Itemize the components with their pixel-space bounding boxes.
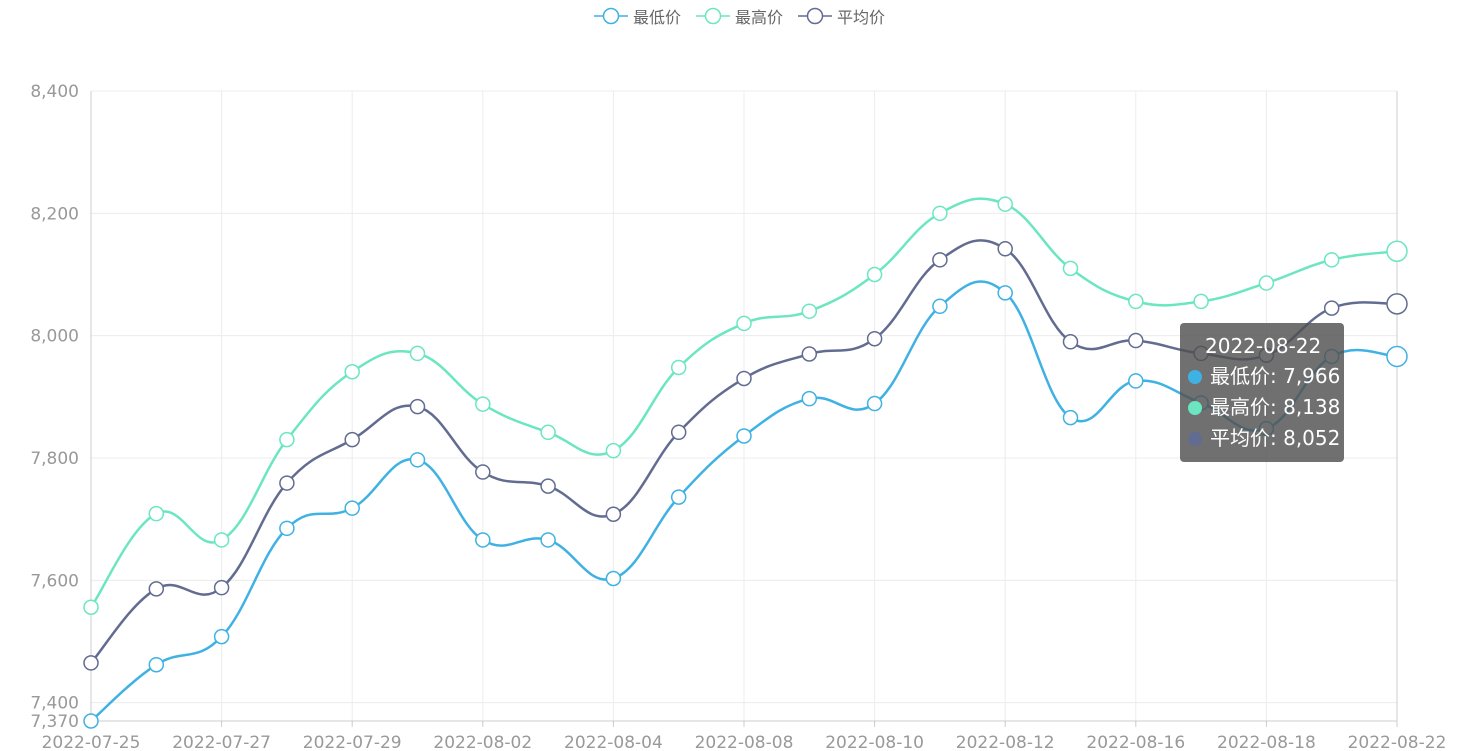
data-point [1323, 300, 1340, 316]
data-point [409, 345, 426, 362]
data-point [1323, 252, 1340, 268]
data-point [932, 252, 948, 268]
tooltip-row-label: 最低价: 7,966 [1210, 364, 1341, 388]
data-point [1386, 345, 1408, 368]
x-tick-label: 2022-08-10 [825, 733, 924, 751]
data-point [866, 330, 883, 347]
y-tick-label: 7,800 [30, 449, 79, 469]
x-tick-label: 2022-08-12 [956, 733, 1055, 751]
x-tick-label: 2022-08-22 [1348, 733, 1447, 751]
data-point [344, 500, 360, 516]
data-point [83, 713, 99, 729]
data-point [1128, 293, 1144, 310]
tooltip-row-label: 平均价: 8,052 [1210, 426, 1341, 450]
legend-label: 最低价 [632, 8, 681, 27]
data-point [670, 359, 687, 376]
data-point [1128, 373, 1144, 389]
legend-label: 平均价 [837, 8, 886, 27]
chart-legend: 最低价 最高价 平均价 [0, 4, 1478, 28]
data-point [866, 266, 883, 283]
series-dot-icon [1188, 369, 1202, 384]
x-tick-label: 2022-08-18 [1217, 733, 1316, 751]
x-tick-label: 2022-07-25 [42, 733, 141, 751]
data-point [1386, 240, 1408, 263]
data-point [148, 581, 165, 597]
tooltip-title: 2022-08-22 [1205, 334, 1322, 358]
data-point [213, 532, 230, 548]
data-point [1062, 409, 1079, 426]
y-tick-label: 8,000 [30, 327, 79, 347]
data-point [344, 431, 360, 448]
tooltip-row-label: 最高价: 8,138 [1210, 395, 1341, 419]
data-point [475, 532, 491, 548]
data-point [83, 599, 99, 615]
data-point [540, 424, 556, 441]
data-point [344, 363, 360, 380]
x-tick-label: 2022-07-27 [172, 733, 271, 751]
y-tick-label: 7,600 [30, 571, 79, 591]
legend-line-circle-icon [695, 7, 730, 25]
data-point [736, 370, 752, 387]
legend-line-circle-icon [593, 7, 628, 25]
y-tick-label: 8,200 [30, 204, 79, 224]
x-tick-label: 2022-08-08 [695, 733, 794, 751]
legend-label: 最高价 [734, 8, 783, 27]
tooltip-row-avg: 平均价: 8,052 [1188, 423, 1344, 454]
data-point [279, 431, 295, 448]
data-point [932, 205, 948, 222]
chart-tooltip: 2022-08-22 最低价: 7,966 最高价: 8,138 平均价: 8,… [1180, 323, 1344, 462]
data-point [409, 452, 426, 468]
data-point [1062, 260, 1079, 277]
data-point [1062, 334, 1079, 350]
series-dot-icon [1188, 400, 1202, 415]
data-point [670, 424, 687, 441]
data-point [279, 520, 295, 537]
data-point [605, 442, 622, 459]
data-point [997, 241, 1013, 257]
data-point [866, 395, 883, 412]
data-point [1128, 332, 1144, 349]
x-tick-label: 2022-08-16 [1086, 733, 1185, 751]
data-point [932, 298, 948, 315]
data-point [83, 655, 99, 671]
data-point [148, 656, 165, 673]
series-dot-icon [1188, 431, 1202, 446]
data-point [1193, 293, 1209, 310]
data-point [540, 478, 556, 494]
data-point [670, 489, 687, 505]
data-point [213, 579, 230, 596]
legend-line-circle-icon [798, 7, 832, 25]
legend-item-max-price[interactable]: 最高价 [695, 4, 783, 28]
data-point [409, 398, 426, 415]
data-point [801, 303, 818, 319]
data-point [736, 428, 752, 444]
data-point [605, 570, 622, 587]
data-point [213, 628, 230, 645]
tooltip-row-max: 最高价: 8,138 [1188, 392, 1344, 423]
data-point [1258, 275, 1275, 291]
data-point [148, 505, 165, 522]
data-point [475, 396, 491, 412]
data-point [997, 285, 1013, 301]
x-tick-label: 2022-08-02 [433, 733, 532, 751]
data-point [279, 475, 295, 491]
data-point [736, 315, 752, 332]
tooltip-row-min: 最低价: 7,966 [1188, 361, 1344, 392]
data-point [540, 532, 556, 548]
x-tick-label: 2022-08-04 [564, 733, 663, 751]
legend-item-min-price[interactable]: 最低价 [593, 4, 681, 28]
data-point [801, 346, 818, 362]
data-point [801, 390, 818, 407]
x-tick-label: 2022-07-29 [303, 733, 402, 751]
y-tick-label: 8,400 [30, 82, 79, 102]
y-tick-label: 7,370 [30, 712, 79, 732]
data-point [997, 196, 1013, 212]
data-point [475, 464, 491, 480]
data-point [605, 506, 622, 523]
data-point [1386, 293, 1408, 315]
legend-item-avg-price[interactable]: 平均价 [797, 4, 885, 28]
y-tick-label: 7,400 [30, 694, 79, 714]
